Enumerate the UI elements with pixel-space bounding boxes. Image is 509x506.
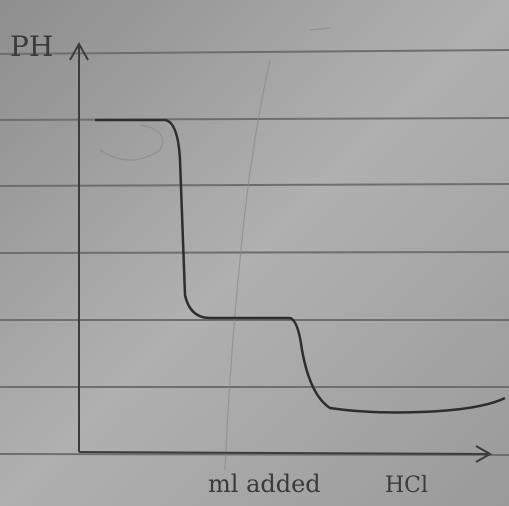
x-axis-label: ml added xyxy=(208,470,321,498)
x-axis-note: HCl xyxy=(385,473,428,498)
y-axis-label: PH xyxy=(10,30,53,63)
photo: PH ml added HCl xyxy=(0,0,509,506)
